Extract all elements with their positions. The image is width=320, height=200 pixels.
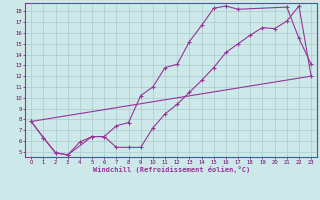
X-axis label: Windchill (Refroidissement éolien,°C): Windchill (Refroidissement éolien,°C) bbox=[92, 166, 250, 173]
